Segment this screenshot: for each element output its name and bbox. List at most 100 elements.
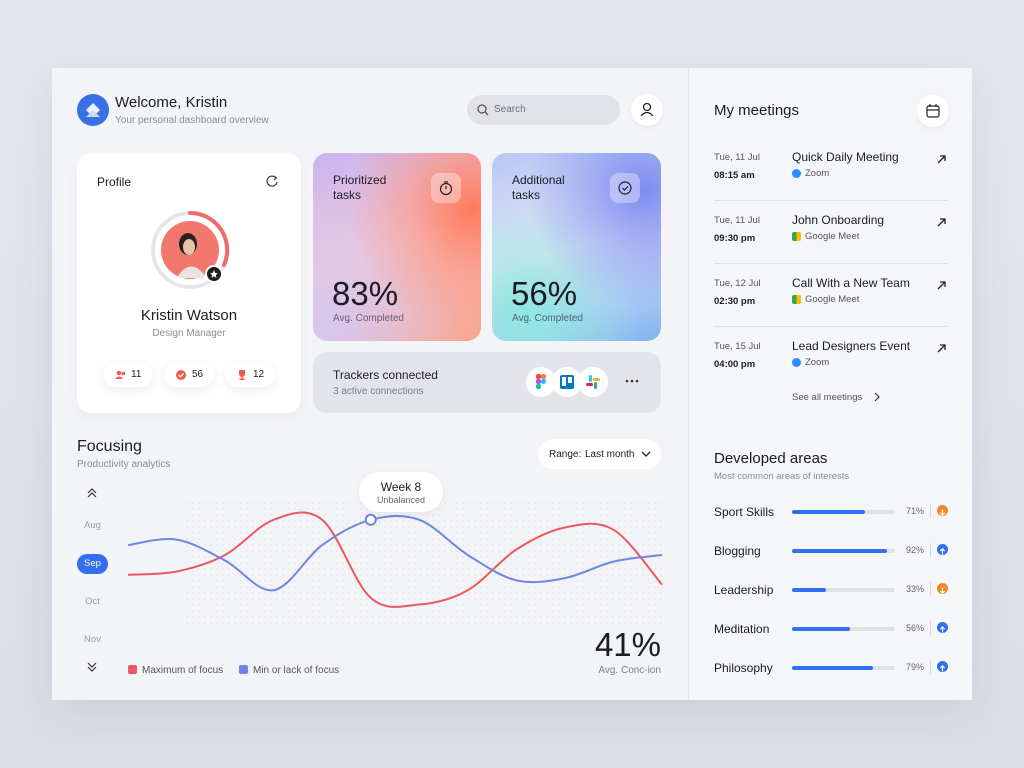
progress-label: 79% xyxy=(905,662,924,672)
open-arrow[interactable] xyxy=(936,215,947,233)
meeting-time: 08:15 am xyxy=(714,170,755,181)
legend-label: Maximum of focus xyxy=(142,665,224,676)
progress-track xyxy=(792,588,895,592)
card-title: Additional tasks xyxy=(512,173,565,202)
platform-name: Google Meet xyxy=(805,231,860,242)
trend-icon xyxy=(937,544,948,555)
legend-label: Min or lack of focus xyxy=(253,665,340,676)
trackers-subtitle: 3 active connections xyxy=(333,386,424,397)
area-name: Blogging xyxy=(714,544,761,558)
trend-icon xyxy=(937,622,948,633)
progress-bar xyxy=(792,666,874,670)
focus-point xyxy=(364,513,377,526)
tracker-icons xyxy=(526,367,608,397)
month-label[interactable]: Nov xyxy=(84,634,101,645)
chart-texture xyxy=(182,498,662,628)
meeting-row[interactable]: Tue, 12 Jul 02:30 pm Call With a New Team G… xyxy=(714,276,948,327)
focusing-title: Focusing xyxy=(77,438,142,455)
divider xyxy=(930,504,931,518)
chart-tooltip: Week 8 Unbalanced xyxy=(359,472,443,512)
progress-label: 71% xyxy=(905,506,924,516)
areas-title: Developed areas xyxy=(714,450,828,467)
card-value: 83% xyxy=(332,275,399,312)
trackers-card[interactable]: Trackers connected 3 active connections xyxy=(313,352,661,413)
refresh-icon[interactable] xyxy=(265,174,279,188)
task-card[interactable]: Additional tasks 56% Avg. Completed xyxy=(492,153,661,341)
meeting-date: Tue, 15 Jul xyxy=(714,341,761,352)
meeting-title: John Onboarding xyxy=(792,213,885,227)
month-label[interactable]: Oct xyxy=(85,596,100,607)
range-value: Last month xyxy=(585,449,635,460)
trend-icon xyxy=(937,661,948,672)
stat-pill: 56 xyxy=(164,363,214,387)
profile-role: Design Manager xyxy=(152,328,226,339)
meeting-time: 04:00 pm xyxy=(714,359,756,370)
card-caption: Avg. Completed xyxy=(512,313,583,324)
more-icon[interactable] xyxy=(625,378,639,384)
meeting-title: Lead Designers Event xyxy=(792,339,911,353)
stat-icon xyxy=(239,370,245,380)
card-value: 56% xyxy=(511,275,578,312)
focus-line xyxy=(127,515,663,592)
divider xyxy=(930,660,931,674)
focusing-subtitle: Productivity analytics xyxy=(77,459,171,470)
progress-label: 92% xyxy=(905,545,924,555)
calendar-button[interactable] xyxy=(917,95,949,127)
progress-label: 56% xyxy=(905,623,924,633)
open-arrow[interactable] xyxy=(936,341,947,359)
side-panel: My meetings Tue, 11 Jul 08:15 am Quick Dai… xyxy=(688,68,972,700)
platform-icon xyxy=(792,358,801,367)
meeting-row[interactable]: Tue, 11 Jul 08:15 am Quick Daily Meeting Zo… xyxy=(714,150,948,201)
tooltip-title: Week 8 xyxy=(380,480,422,494)
progress-label: 33% xyxy=(905,584,924,594)
focus-stat: 41% xyxy=(594,626,661,663)
profile-card: Profile Kristin Watson Design Manager 11… xyxy=(77,153,301,413)
meeting-title: Quick Daily Meeting xyxy=(792,150,899,164)
area-name: Leadership xyxy=(714,583,774,597)
month-label[interactable]: Sep xyxy=(77,554,108,574)
scroll-up[interactable] xyxy=(87,488,97,498)
open-arrow[interactable] xyxy=(936,278,947,296)
range-select[interactable]: Range: Last month xyxy=(538,439,661,469)
scroll-down[interactable] xyxy=(87,662,97,672)
stat-pill: 12 xyxy=(225,363,275,387)
welcome-title: Welcome, Kristin xyxy=(115,94,228,111)
progress-bar xyxy=(792,549,887,553)
profile-title: Profile xyxy=(97,175,132,189)
dashboard: Welcome, Kristin Your personal dashboard… xyxy=(52,68,972,700)
search-box[interactable]: Search xyxy=(467,95,620,125)
meeting-date: Tue, 11 Jul xyxy=(714,152,760,163)
user-button[interactable] xyxy=(631,94,663,126)
area-name: Sport Skills xyxy=(714,505,775,519)
progress-bar xyxy=(792,510,866,514)
progress-bar xyxy=(792,627,850,631)
platform-name: Google Meet xyxy=(805,294,860,305)
stat-value: 11 xyxy=(131,369,142,380)
area-name: Philosophy xyxy=(714,661,773,675)
platform-icon xyxy=(792,295,801,304)
meeting-time: 02:30 pm xyxy=(714,296,756,307)
stat-value: 56 xyxy=(192,369,204,380)
task-card[interactable]: Prioritized tasks 83% Avg. Completed xyxy=(313,153,481,341)
avatar xyxy=(151,210,230,289)
meeting-row[interactable]: Tue, 11 Jul 09:30 pm John Onboarding Google… xyxy=(714,213,948,264)
legend-swatch xyxy=(239,665,248,674)
open-arrow[interactable] xyxy=(936,152,947,170)
legend-swatch xyxy=(128,665,137,674)
platform-icon xyxy=(792,232,801,241)
month-label[interactable]: Aug xyxy=(84,520,101,531)
areas-subtitle: Most common areas of interests xyxy=(714,471,850,482)
card-caption: Avg. Completed xyxy=(333,313,404,324)
profile-name: Kristin Watson xyxy=(140,307,238,324)
area-name: Meditation xyxy=(714,622,770,636)
logo[interactable] xyxy=(77,94,109,126)
focus-line xyxy=(127,511,663,608)
platform-name: Zoom xyxy=(805,168,830,179)
tooltip-subtitle: Unbalanced xyxy=(376,495,426,505)
meeting-title: Call With a New Team xyxy=(792,276,910,290)
progress-bar xyxy=(792,588,826,592)
range-label: Range: xyxy=(549,449,582,460)
see-all-meetings[interactable]: See all meetings xyxy=(792,392,863,403)
meeting-row[interactable]: Tue, 15 Jul 04:00 pm Lead Designers Event Z… xyxy=(714,339,948,389)
timer-icon xyxy=(431,173,461,203)
